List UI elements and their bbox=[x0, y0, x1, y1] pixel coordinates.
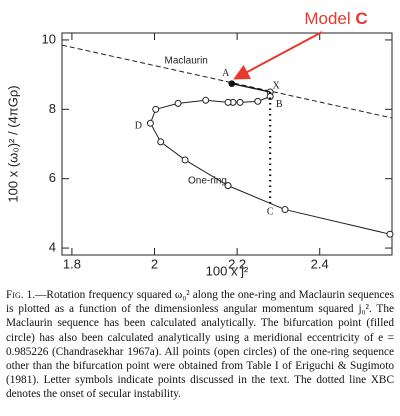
point-label: C bbox=[267, 207, 274, 218]
series-line bbox=[62, 44, 392, 119]
x-tick-label: 2.4 bbox=[311, 256, 329, 271]
point bbox=[202, 96, 210, 104]
point bbox=[146, 119, 154, 127]
caption: Fig. 1.—Rotation frequency squared ω₀² a… bbox=[6, 288, 394, 402]
point-label: D bbox=[135, 120, 142, 131]
series-label: One-ring bbox=[188, 175, 227, 186]
caption-label: Fig. 1. bbox=[6, 289, 36, 301]
series-label: Maclaurin bbox=[165, 55, 208, 66]
bifurcation-point bbox=[228, 80, 236, 87]
x-tick-label: 2 bbox=[151, 256, 158, 271]
point-label: X bbox=[273, 80, 281, 91]
chart: 100 x (ω₀)² / (4πGρ) 100 x j² 1.8 2 2.2 2.4… bbox=[5, 9, 394, 278]
y-axis-label: 100 x (ω₀)² / (4πGρ) bbox=[5, 85, 20, 202]
point-label: A bbox=[222, 68, 230, 79]
annotation: Model C bbox=[304, 9, 367, 28]
y-tick-label: 8 bbox=[49, 101, 56, 116]
point bbox=[266, 92, 274, 100]
point bbox=[281, 206, 289, 214]
point bbox=[157, 138, 165, 146]
point bbox=[254, 97, 262, 105]
y-tick-label: 6 bbox=[49, 170, 56, 185]
x-axis-label: 100 x j² bbox=[206, 263, 249, 278]
y-tick-label: 10 bbox=[42, 31, 56, 46]
point bbox=[224, 98, 232, 106]
point bbox=[152, 105, 160, 113]
plot-frame bbox=[61, 32, 393, 256]
x-tick-label: 1.8 bbox=[63, 256, 81, 271]
y-tick-label: 4 bbox=[49, 240, 56, 255]
point bbox=[224, 182, 232, 190]
point bbox=[181, 156, 189, 164]
x-tick-label: 2.2 bbox=[228, 256, 246, 271]
caption-text: —Rotation frequency squared ω₀² along th… bbox=[6, 289, 394, 401]
point bbox=[174, 99, 182, 107]
annotation-arrow bbox=[233, 31, 323, 80]
annotation-text: Model bbox=[304, 9, 355, 28]
segment-ax bbox=[231, 83, 271, 93]
point-label: B bbox=[276, 99, 283, 110]
point bbox=[236, 98, 244, 106]
annotation-emphasis: C bbox=[355, 9, 367, 28]
point bbox=[386, 230, 394, 238]
